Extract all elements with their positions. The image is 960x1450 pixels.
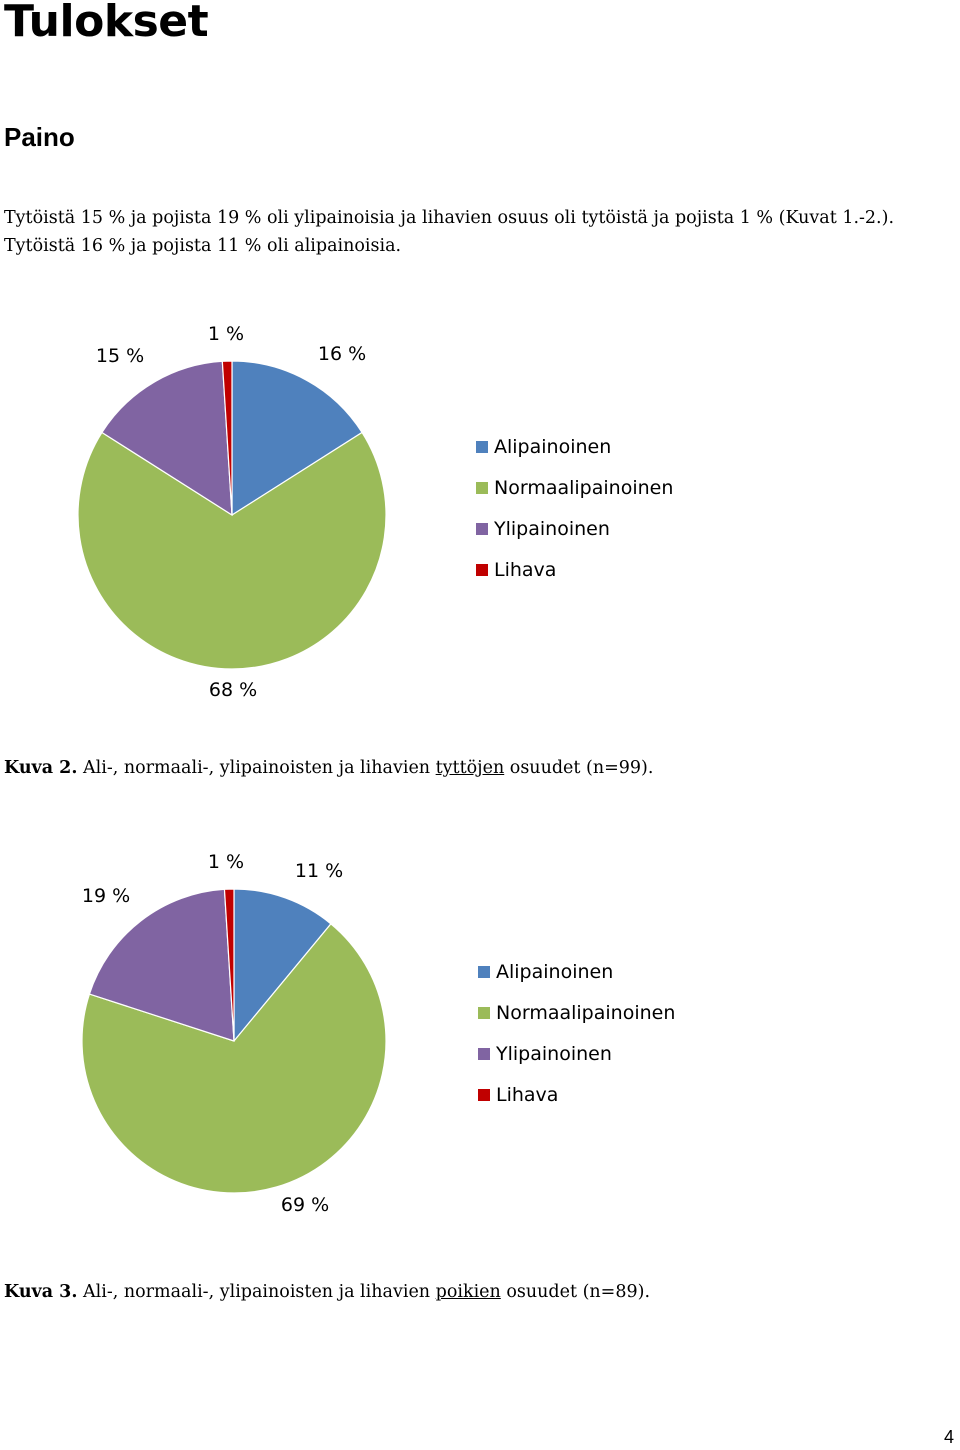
caption-2-text-b: osuudet (n=99). [504,758,654,778]
boys-pie-chart: 11 % 69 % 19 % 1 % Alipainoinen Normaalipaino… [0,835,960,1255]
page-title: Tulokset [4,0,209,47]
intro-paragraph: Tytöistä 15 % ja pojista 19 % oli ylipai… [4,204,944,260]
data-label-lihava: 1 % [208,323,244,345]
page-number: 4 [943,1427,954,1447]
data-label-ylipainoinen: 15 % [96,345,144,367]
data-label-ylipainoinen: 19 % [82,885,130,907]
data-label-normaalipainoinen: 68 % [209,679,257,701]
pie-slice-alipainoinen [231,360,363,517]
legend-swatch-normaalipainoinen [478,1007,490,1019]
legend-label-lihava: Lihava [494,559,556,581]
pie-slice-ylipainoinen [88,888,235,1042]
caption-2-text-a: Ali-, normaali-, ylipainoisten ja lihavi… [77,758,436,778]
legend-swatch-lihava [476,564,488,576]
caption-3-text-b: osuudet (n=89). [500,1282,651,1302]
boys-pie-svg: 11 % 69 % 19 % 1 % Alipainoinen Normaalipaino… [81,851,675,1216]
legend-label-ylipainoinen: Ylipainoinen [493,518,610,540]
intro-line-2: Tytöistä 16 % ja pojista 11 % oli alipai… [4,236,402,256]
legend-label-normaalipainoinen: Normaalipainoinen [496,1002,675,1024]
data-label-alipainoinen: 16 % [318,343,366,365]
caption-3-text-a: Ali-, normaali-, ylipainoisten ja lihavi… [77,1282,436,1302]
data-label-normaalipainoinen: 69 % [281,1194,329,1216]
legend-label-normaalipainoinen: Normaalipainoinen [494,477,673,499]
caption-3-underlined: poikien [435,1282,501,1302]
caption-figure-2: Kuva 2. Ali-, normaali-, ylipainoisten j… [4,758,653,778]
legend-swatch-normaalipainoinen [476,482,488,494]
legend-swatch-alipainoinen [478,966,490,978]
pie-slice-normaalipainoinen [77,431,387,670]
girls-pie-chart: 16 % 68 % 15 % 1 % Alipainoinen Normaalipaino… [0,310,960,730]
pie-slice-normaalipainoinen [81,923,387,1194]
caption-figure-3: Kuva 3. Ali-, normaali-, ylipainoisten j… [4,1282,650,1302]
legend-swatch-alipainoinen [476,441,488,453]
legend-swatch-ylipainoinen [476,523,488,535]
legend-swatch-ylipainoinen [478,1048,490,1060]
legend-swatch-lihava [478,1089,490,1101]
legend-label-lihava: Lihava [496,1084,558,1106]
girls-pie-svg: 16 % 68 % 15 % 1 % Alipainoinen Normaalipaino… [77,323,673,701]
section-heading: Paino [4,122,75,152]
legend-label-ylipainoinen: Ylipainoinen [495,1043,612,1065]
data-label-lihava: 1 % [208,851,244,873]
pie-slice-lihava [223,888,235,1042]
data-label-alipainoinen: 11 % [295,860,343,882]
caption-2-underlined: tyttöjen [435,758,505,778]
pie-slice-lihava [221,360,233,516]
pie-slice-alipainoinen [233,888,332,1043]
legend-label-alipainoinen: Alipainoinen [494,436,611,458]
caption-2-label: Kuva 2. [4,758,78,778]
intro-line-1: Tytöistä 15 % ja pojista 19 % oli ylipai… [4,208,895,228]
pie-slice-ylipainoinen [101,360,233,517]
caption-3-label: Kuva 3. [4,1282,78,1302]
legend-label-alipainoinen: Alipainoinen [496,961,613,983]
